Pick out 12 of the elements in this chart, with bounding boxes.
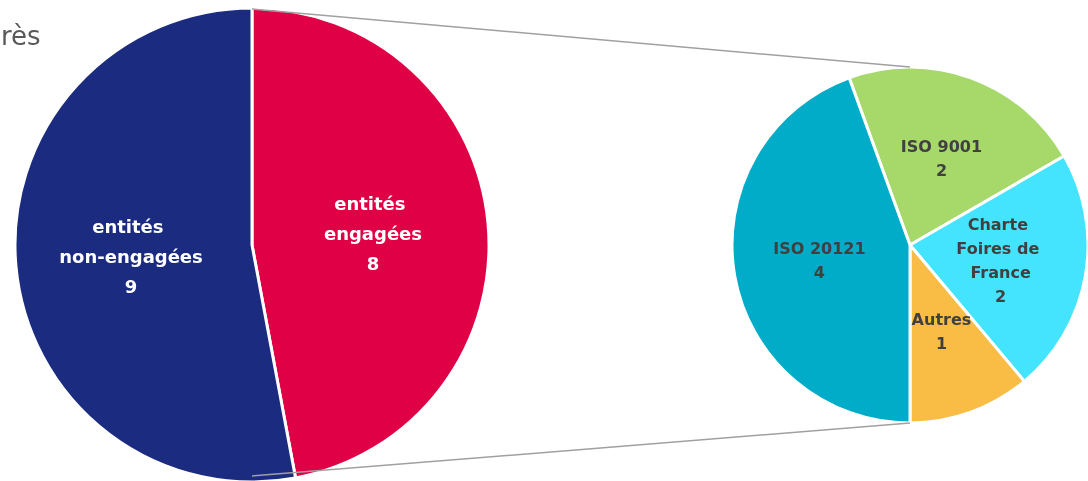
data-label: 2 bbox=[935, 161, 948, 181]
slice-label: entités engagées bbox=[323, 193, 423, 245]
slice-label: ISO 20121 bbox=[773, 239, 866, 259]
data-label: 2 bbox=[995, 287, 1007, 307]
data-label: 4 bbox=[813, 263, 825, 283]
text: rès bbox=[1, 21, 41, 51]
slice-label: Charte Foires de France bbox=[956, 215, 1045, 283]
data-label: 9 bbox=[124, 275, 138, 297]
slice-label: ISO 9001 bbox=[900, 137, 983, 157]
slice-label: entités non-engagées bbox=[59, 215, 203, 267]
data-label: 1 bbox=[935, 333, 948, 353]
data-label: 8 bbox=[366, 253, 380, 275]
